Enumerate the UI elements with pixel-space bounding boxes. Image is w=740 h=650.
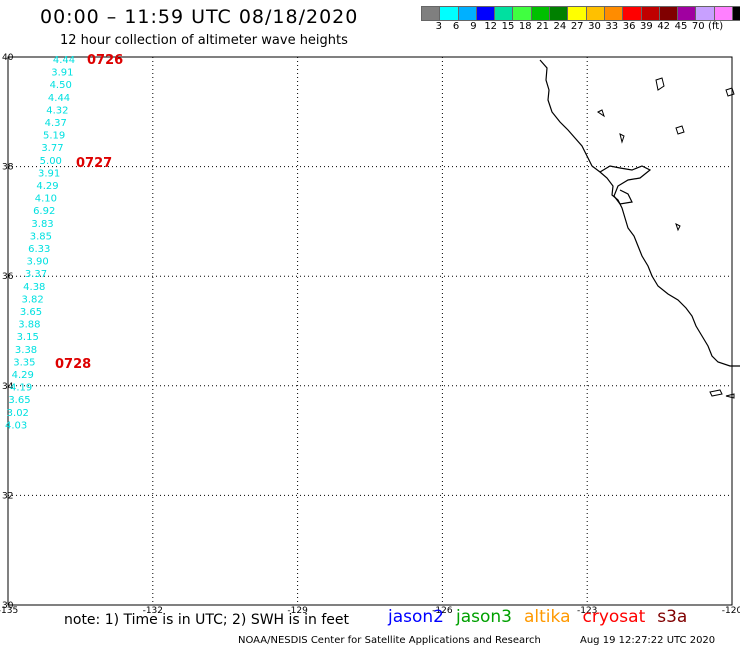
wave-height-value: 6.33 bbox=[28, 244, 50, 255]
lake-shape-2 bbox=[619, 133, 625, 144]
wave-height-value: 3.35 bbox=[13, 357, 35, 368]
wave-height-value: 3.91 bbox=[51, 68, 73, 79]
timestamp-text: Aug 19 12:27:22 UTC 2020 bbox=[580, 635, 716, 646]
wave-height-value: 3.91 bbox=[38, 168, 60, 179]
lake-tahoe-area bbox=[655, 77, 665, 91]
wave-height-value: 3.02 bbox=[7, 408, 29, 419]
wave-height-values: 4.443.914.504.444.324.375.193.775.003.91… bbox=[5, 55, 75, 431]
color-scale-label: 36 bbox=[622, 21, 636, 32]
wave-height-value: 3.88 bbox=[18, 320, 40, 331]
page-subtitle: 12 hour collection of altimeter wave hei… bbox=[60, 33, 348, 48]
wave-height-value: 4.50 bbox=[50, 80, 72, 91]
wave-height-value: 4.37 bbox=[45, 118, 67, 129]
note-text: note: 1) Time is in UTC; 2) SWH is in fe… bbox=[64, 612, 350, 628]
color-scale-label: 15 bbox=[501, 21, 515, 32]
pass-time-label: 0728 bbox=[55, 357, 91, 372]
longitude-labels: -135 -132 -129 -126 -123 -120 bbox=[0, 606, 740, 616]
lake-shape-1 bbox=[675, 125, 685, 135]
latitude-label: 38 bbox=[2, 163, 14, 173]
latitude-labels: 40 38 36 34 32 30 bbox=[2, 53, 14, 611]
color-scale-label: 33 bbox=[605, 21, 619, 32]
wave-height-value: 5.00 bbox=[40, 156, 62, 167]
satellite-label: s3a bbox=[657, 607, 688, 627]
longitude-label: -135 bbox=[0, 606, 18, 616]
longitude-label: -123 bbox=[577, 606, 597, 616]
satellite-label: jason3 bbox=[456, 607, 512, 627]
channel-islands bbox=[709, 389, 735, 399]
pass-time-labels: 0726 0727 0728 bbox=[55, 53, 123, 372]
color-scale-label: 6 bbox=[452, 21, 460, 32]
wave-height-value: 3.37 bbox=[25, 269, 47, 280]
color-scale-label: 24 bbox=[553, 21, 567, 32]
wave-height-value: 5.19 bbox=[43, 131, 65, 142]
satellite-label: jason2 bbox=[388, 607, 444, 627]
san-francisco-bay bbox=[599, 165, 652, 205]
longitude-label: -120 bbox=[722, 606, 740, 616]
wave-height-value: 4.03 bbox=[5, 420, 27, 431]
color-scale-legend bbox=[421, 6, 740, 21]
longitude-label: -132 bbox=[143, 606, 163, 616]
california-coastline bbox=[539, 59, 740, 367]
latitude-label: 32 bbox=[2, 491, 13, 501]
color-scale-label: 12 bbox=[484, 21, 498, 32]
color-scale-label: 3 bbox=[435, 21, 442, 32]
wave-height-value: 4.10 bbox=[35, 194, 57, 205]
wave-height-value: 4.29 bbox=[12, 370, 34, 381]
page-title: 00:00 – 11:59 UTC 08/18/2020 bbox=[40, 6, 359, 28]
satellite-legend: jason2 jason3 altika cryosat s3a bbox=[388, 607, 699, 627]
wave-height-value: 4.29 bbox=[36, 181, 58, 192]
latitude-label: 30 bbox=[2, 601, 14, 611]
wave-height-value: 3.90 bbox=[26, 257, 48, 268]
lat-lon-grid bbox=[7, 56, 733, 606]
latitude-label: 36 bbox=[2, 272, 14, 282]
wave-height-value: 6.92 bbox=[33, 206, 55, 217]
wave-height-value: 4.38 bbox=[23, 282, 45, 293]
wave-height-value: 3.38 bbox=[15, 345, 37, 356]
wave-height-value: 4.44 bbox=[53, 55, 75, 66]
color-scale-label: 9 bbox=[470, 21, 477, 32]
wave-height-value: 3.15 bbox=[17, 332, 39, 343]
color-scale-label: 27 bbox=[570, 21, 584, 32]
wave-height-value: 3.85 bbox=[30, 231, 52, 242]
latitude-label: 34 bbox=[2, 382, 14, 392]
color-scale-label: 39 bbox=[640, 21, 653, 32]
longitude-label: -126 bbox=[432, 606, 453, 616]
pass-time-label: 0727 bbox=[76, 156, 112, 171]
color-scale-label: 21 bbox=[536, 21, 549, 32]
color-scale-label: 42 bbox=[657, 21, 671, 32]
wave-height-value: 3.65 bbox=[8, 395, 30, 406]
wave-height-value: 3.77 bbox=[41, 143, 63, 154]
credit-text: NOAA/NESDIS Center for Satellite Applica… bbox=[238, 635, 541, 646]
color-scale-labels: 3 6 9 12 15 18 21 24 27 30 33 36 39 42 45 70 (ft) bbox=[422, 21, 740, 35]
wave-height-value: 4.44 bbox=[48, 93, 70, 104]
satellite-label: cryosat bbox=[582, 607, 646, 627]
color-scale-label: 45 bbox=[674, 21, 688, 32]
wave-height-value: 3.83 bbox=[31, 219, 53, 230]
wave-height-value: 4.32 bbox=[46, 105, 68, 116]
color-scale-label: (ft) bbox=[708, 21, 724, 32]
lake-shape-3 bbox=[675, 223, 681, 232]
pass-time-label: 0726 bbox=[87, 53, 123, 68]
satellite-label: altika bbox=[524, 607, 571, 627]
lake-shape-5 bbox=[725, 87, 735, 97]
color-scale-label: 18 bbox=[518, 21, 532, 32]
lake-shape-4 bbox=[597, 109, 605, 118]
longitude-label: -129 bbox=[287, 606, 308, 616]
latitude-label: 40 bbox=[2, 53, 14, 63]
color-swatch bbox=[732, 6, 740, 21]
map-frame bbox=[7, 56, 733, 606]
color-scale-label: 30 bbox=[588, 21, 601, 32]
color-scale-label: 70 bbox=[691, 21, 705, 32]
wave-height-value: 3.65 bbox=[20, 307, 42, 318]
wave-height-value: 4.19 bbox=[10, 383, 32, 394]
wave-height-value: 3.82 bbox=[22, 294, 44, 305]
